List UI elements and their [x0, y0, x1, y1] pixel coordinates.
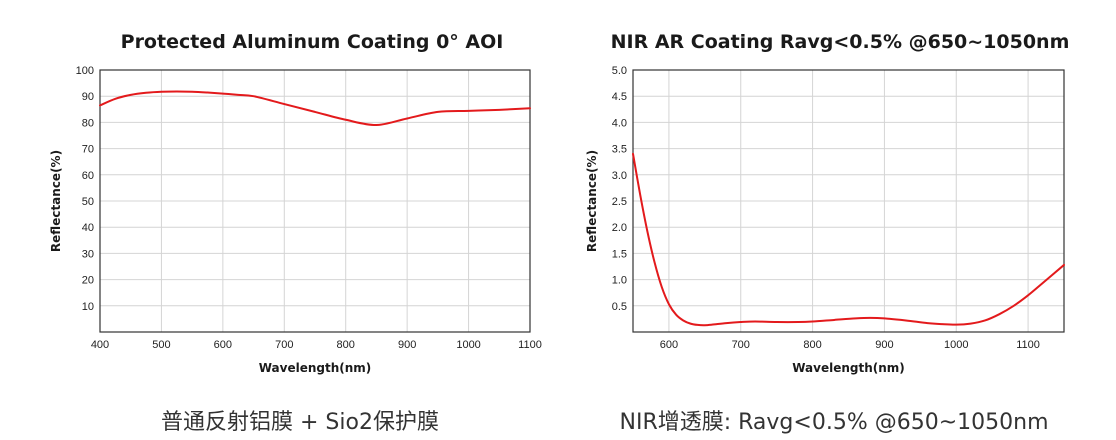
- caption-right: NIR增透膜: Ravg<0.5% @650~1050nm: [619, 410, 1049, 435]
- reflectance-chart-nir-ar: NIR AR Coating Ravg<0.5% @650~1050nm 600 7…: [585, 31, 1069, 375]
- chart-1-x-tick-label: 800: [803, 339, 821, 351]
- chart-0-y-tick-label: 70: [82, 144, 94, 156]
- chart-0-y-tick-label: 10: [82, 301, 94, 313]
- chart-0-y-tick-label: 30: [82, 248, 94, 260]
- chart-0-y-tick-label: 100: [76, 65, 94, 77]
- chart-1-y-tick-label: 4.0: [612, 117, 627, 129]
- chart-1-y-tick-label: 2.0: [612, 222, 627, 234]
- chart-1-series-line-0: [632, 152, 1065, 327]
- chart-0-title: Protected Aluminum Coating 0° AOI: [121, 31, 504, 53]
- chart-1-y-tick-label: 2.5: [612, 196, 627, 208]
- chart-0-x-tick-label: 1100: [518, 339, 542, 351]
- chart-0-y-tick-label: 50: [82, 196, 94, 208]
- chart-0-x-tick-label: 400: [91, 339, 109, 351]
- chart-1-x-tick-label: 700: [732, 339, 750, 351]
- chart-0-x-tick-label: 800: [337, 339, 355, 351]
- chart-1-y-tick-label: 3.0: [612, 170, 627, 182]
- chart-1-x-tick-label: 900: [875, 339, 893, 351]
- chart-0-x-tick-label: 500: [152, 339, 170, 351]
- chart-0-x-tick-label: 1000: [456, 339, 480, 351]
- chart-0-series-line-0: [99, 90, 531, 127]
- chart-1-y-tick-label: 1.5: [612, 248, 627, 260]
- chart-1-x-tick-label: 1100: [1016, 339, 1040, 351]
- reflectance-chart-aluminum: Protected Aluminum Coating 0° AOI 400 500 6…: [49, 31, 542, 375]
- chart-1-title: NIR AR Coating Ravg<0.5% @650~1050nm: [611, 31, 1070, 53]
- chart-0-x-tick-label: 600: [214, 339, 232, 351]
- chart-0-y-axis-label: Reflectance(%): [49, 150, 63, 252]
- chart-1-y-tick-label: 3.5: [612, 144, 627, 156]
- chart-0-y-tick-label: 40: [82, 222, 94, 234]
- chart-1-y-axis-label: Reflectance(%): [585, 150, 599, 252]
- chart-1-x-axis-label: Wavelength(nm): [792, 361, 905, 375]
- chart-0-y-tick-label: 90: [82, 91, 94, 103]
- chart-1-y-tick-label: 1.0: [612, 275, 627, 287]
- chart-1-x-tick-label: 600: [660, 339, 678, 351]
- chart-0-x-tick-label: 700: [275, 339, 293, 351]
- chart-1-y-tick-label: 5.0: [612, 65, 627, 77]
- caption-left: 普通反射铝膜 + Sio2保护膜: [161, 410, 439, 435]
- chart-1-x-tick-label: 1000: [944, 339, 968, 351]
- chart-0-x-axis-label: Wavelength(nm): [259, 361, 372, 375]
- chart-0-y-tick-label: 60: [82, 170, 94, 182]
- chart-1-y-tick-label: 0.5: [612, 301, 627, 313]
- chart-1-y-tick-label: 4.5: [612, 91, 627, 103]
- chart-0-y-tick-label: 80: [82, 117, 94, 129]
- chart-0-x-tick-label: 900: [398, 339, 416, 351]
- chart-0-plot-frame: [99, 69, 531, 333]
- chart-0-y-tick-label: 20: [82, 275, 94, 287]
- chart-1-plot-frame: [632, 69, 1065, 333]
